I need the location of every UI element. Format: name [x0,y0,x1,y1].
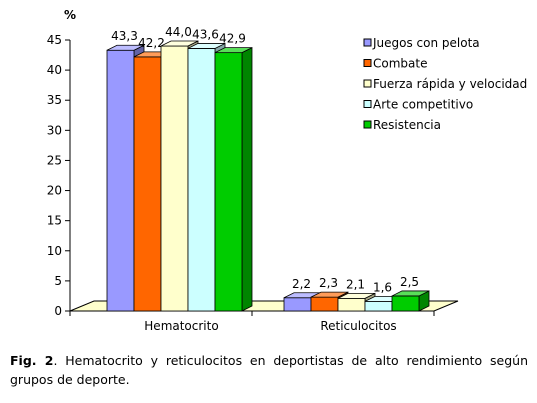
data-label: 2,3 [319,276,338,290]
y-tick-label: 20 [47,184,62,198]
legend-label: Combate [373,57,427,71]
data-label: 2,1 [346,277,365,291]
bar-top [187,43,226,49]
y-unit-label: % [64,8,76,22]
bar-chart: 0 5 10 15 20 25 30 35 40 45% 43,3 42,244,0 43,6 42,9 H… [47,8,528,333]
y-tick-label: 10 [47,244,62,258]
data-label: 2,2 [292,277,311,291]
data-label: 44,0 [165,25,192,39]
legend-swatch [363,100,372,108]
bar-top [337,292,376,299]
bar-top [310,291,349,298]
legend-label: Juegos con pelota [372,36,480,50]
y-tick-label: 35 [47,93,62,107]
bar [214,52,243,312]
legend-swatch [363,120,372,129]
legend-swatch [363,79,372,88]
figure-caption: Fig. 2. Hematocrito y reticulocitos en d… [10,351,528,389]
legend-swatch [363,38,372,47]
data-label: 42,9 [219,32,246,46]
legend-label: Fuerza rápida y velocidad [373,77,527,91]
legend-label: Arte competitivo [373,98,473,112]
y-tick-label: 0 [54,304,62,318]
bar [310,296,339,312]
data-label: 1,6 [373,280,392,294]
y-tick-label: 15 [47,214,62,228]
data-label: 42,2 [138,36,165,50]
bar [364,300,393,312]
y-tick-label: 30 [47,123,62,137]
bar [106,49,135,312]
bar-top [391,290,430,297]
bar-top [160,40,199,47]
bar [187,48,216,312]
bar [133,56,162,312]
bar-side [241,46,253,312]
y-tick-label: 25 [47,153,62,167]
bar-top [106,44,145,51]
legend-swatch [363,59,372,67]
category-label: Reticulocitos [320,319,396,333]
caption-label: Fig. 2 [10,353,54,368]
y-tick-label: 40 [47,63,62,77]
bar [337,297,366,312]
caption-text: . Hematocrito y reticulocitos en deporti… [10,353,528,387]
y-tick-label: 5 [54,274,62,288]
bar-top [214,47,253,54]
data-label: 43,6 [192,27,219,41]
y-tick-label: 45 [47,33,62,47]
bar [283,297,312,312]
bar [391,295,420,312]
data-label: 2,5 [400,275,419,289]
bar [160,45,189,312]
category-label: Hematocrito [144,319,218,333]
legend-label: Resistencia [373,118,441,132]
data-label: 43,3 [111,29,138,43]
